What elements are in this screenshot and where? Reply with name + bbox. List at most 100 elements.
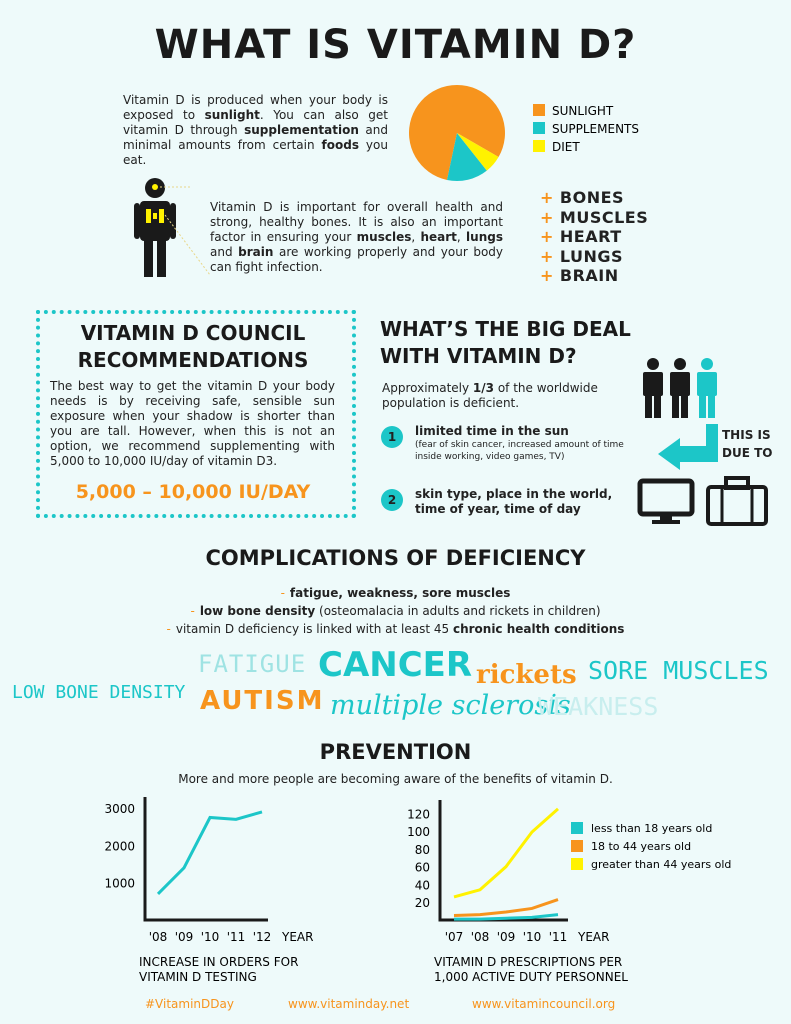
icons xyxy=(637,358,768,526)
x-tick-label: '07 xyxy=(445,930,464,944)
y-tick-label: 100 xyxy=(407,825,430,839)
body-part: + BRAIN xyxy=(540,266,648,286)
council-title: VITAMIN D COUNCIL RECOMMENDATIONS xyxy=(77,321,309,372)
y-tick-label: 60 xyxy=(415,861,430,875)
complication: - low bone density (osteomalacia in adult… xyxy=(0,602,791,620)
y-tick-label: 2000 xyxy=(104,839,135,853)
reason-title: skin type, place in the world, time of y… xyxy=(415,487,613,516)
text-run: and minimal amounts from certain xyxy=(123,123,388,152)
text-run: . You can also get vitamin D through xyxy=(123,108,388,137)
legend-swatch xyxy=(533,140,545,152)
body-part-label: HEART xyxy=(559,227,622,246)
y-tick-label: 3000 xyxy=(104,802,135,816)
chart-title: INCREASE IN ORDERS FOR VITAMIN D TESTING xyxy=(139,955,298,984)
big-deal-text: Approximately 1/3 of the worldwide popul… xyxy=(382,381,632,411)
footer-link: www.vitamincouncil.org xyxy=(472,997,616,1011)
legend-swatch xyxy=(571,822,583,834)
body-part: + MUSCLES xyxy=(540,208,648,228)
legend-label: SUNLIGHT xyxy=(552,104,614,118)
body-parts: + BONES + MUSCLES + HEART + LUNGS + BRAIN xyxy=(540,188,648,286)
big-deal-title: WHAT’S THE BIG DEAL WITH VITAMIN D? xyxy=(380,317,631,368)
line xyxy=(156,810,263,895)
legend-swatch xyxy=(571,858,583,870)
text-run: fatigue, weakness, sore muscles xyxy=(289,586,511,600)
text-run: sunlight xyxy=(204,108,260,122)
text-run: heart xyxy=(420,230,457,244)
plus-marker: + xyxy=(540,266,554,285)
x-axis-label: YEAR xyxy=(577,930,609,944)
cloud-word: FATIGUE xyxy=(198,650,307,678)
cloud-word: LOW BONE DENSITY xyxy=(12,682,186,703)
body-icon xyxy=(134,178,211,277)
axis xyxy=(438,800,568,922)
cloud-word: SORE MUSCLES xyxy=(588,656,769,685)
body-part-label: LUNGS xyxy=(559,246,624,266)
council-box xyxy=(36,310,356,518)
plus-marker: + xyxy=(540,188,554,207)
cloud-word: AUTISM xyxy=(200,686,325,716)
line xyxy=(454,913,559,921)
x-tick-label: '10 xyxy=(201,930,220,944)
legend-label: SUPPLEMENTS xyxy=(552,122,639,136)
dash-marker: - xyxy=(280,586,285,600)
council-highlight: 5,000 – 10,000 IU/DAY xyxy=(75,481,311,503)
y-tick-label: 40 xyxy=(415,878,430,892)
prevention-title: PREVENTION xyxy=(319,740,472,764)
intro: Vitamin D is produced when your body is … xyxy=(123,93,388,168)
text-run: foods xyxy=(321,138,359,152)
text-run: you eat. xyxy=(123,138,388,167)
plus-marker: + xyxy=(540,246,554,266)
footer-link: www.vitaminday.net xyxy=(288,997,410,1011)
legend-swatch xyxy=(533,104,545,116)
pie-slice xyxy=(408,85,505,180)
x-tick-label: '08 xyxy=(471,930,490,944)
text-run: , xyxy=(456,230,467,244)
text-run: Approximately xyxy=(382,381,473,395)
y-tick-label: 80 xyxy=(415,843,430,857)
y-tick-label: 1000 xyxy=(104,877,135,891)
cloud-word: rickets xyxy=(476,660,577,690)
legend-label: 18 to 44 years old xyxy=(591,840,691,853)
cloud-word: WEAKNESS xyxy=(538,692,659,721)
title: WHAT IS VITAMIN D? xyxy=(154,22,637,68)
line xyxy=(453,898,559,918)
prevention-subtitle: More and more people are becoming aware … xyxy=(178,772,613,786)
complication: - fatigue, weakness, sore muscles xyxy=(0,584,791,602)
complication: - vitamin D deficiency is linked with at … xyxy=(0,620,791,638)
x-tick-label: '09 xyxy=(497,930,516,944)
complications-title: COMPLICATIONS OF DEFICIENCY xyxy=(205,546,586,570)
body-part: + HEART xyxy=(540,227,648,247)
text-run: muscles xyxy=(356,230,412,244)
x-tick-label: '11 xyxy=(227,930,246,944)
x-tick-label: '08 xyxy=(149,930,168,944)
plus-marker: + xyxy=(540,227,554,246)
line xyxy=(453,807,559,899)
body-part-label: BRAIN xyxy=(559,266,619,285)
legend-swatch xyxy=(533,122,545,134)
text-run: supplementation xyxy=(244,123,359,137)
x-tick-label: '12 xyxy=(253,930,272,944)
reason-title: limited time in the sun xyxy=(415,424,569,438)
cloud-word: multiple sclerosis xyxy=(330,690,571,721)
axis xyxy=(143,797,268,922)
body-part: + LUNGS xyxy=(540,247,648,267)
x-tick-label: '09 xyxy=(175,930,194,944)
legend-label: DIET xyxy=(552,140,580,154)
x-tick-label: '10 xyxy=(523,930,542,944)
health-text: Vitamin D is important for overall healt… xyxy=(210,200,503,275)
text-run: lungs xyxy=(466,230,503,244)
dash-marker: - xyxy=(190,604,195,618)
cloud-word: CANCER xyxy=(318,645,473,685)
dash-marker: - xyxy=(166,622,171,636)
plus-marker: + xyxy=(540,207,554,227)
legend-swatch xyxy=(571,840,583,852)
pie-slice xyxy=(457,133,499,171)
y-tick-label: 20 xyxy=(415,896,430,910)
reason-number: 2 xyxy=(381,489,403,511)
text-run: 1/3 xyxy=(472,381,494,395)
text-run: Vitamin D is important for overall healt… xyxy=(210,200,503,244)
text-run: of the worldwide population is deficient… xyxy=(382,381,598,410)
pie-slice xyxy=(447,133,487,181)
